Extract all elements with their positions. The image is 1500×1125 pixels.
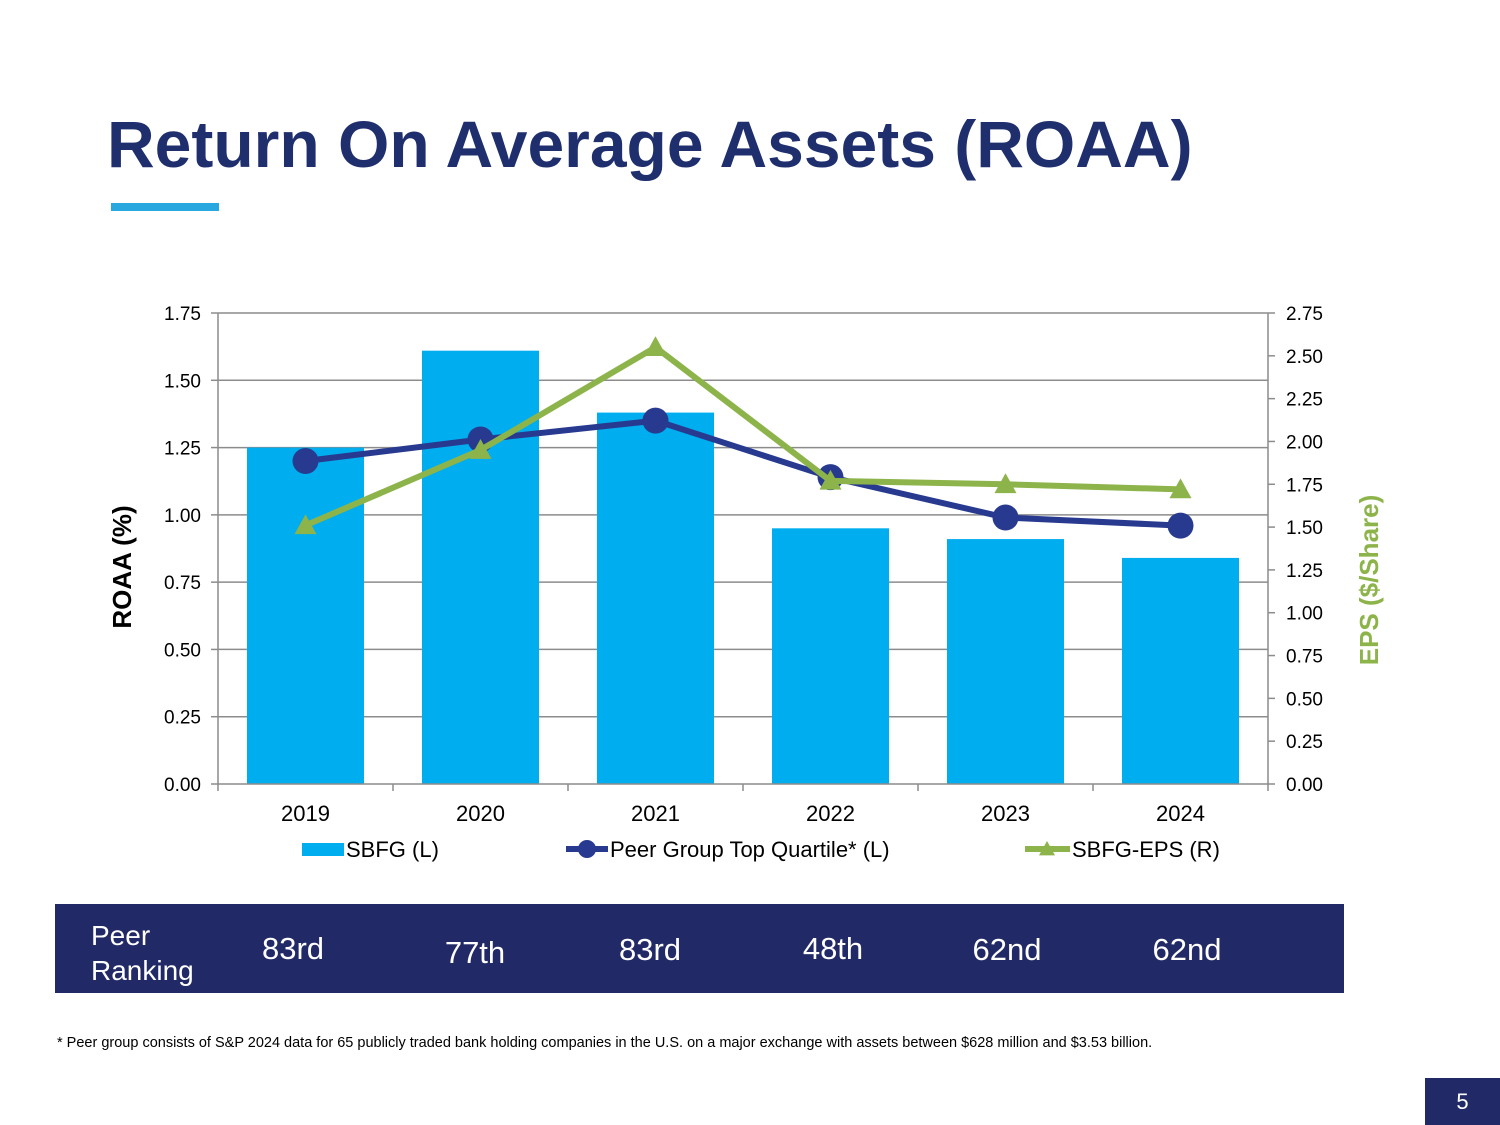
eps-point-2020 — [469, 439, 492, 459]
bar-2021 — [597, 412, 714, 784]
left-tick-label: 1.25 — [164, 439, 201, 460]
bar-2019 — [247, 447, 364, 784]
roaa-chart: 0.00 0.25 0.50 0.75 1.00 1.25 1.50 1.75 0.00 0.25… — [107, 304, 1384, 862]
right-tick-label: 0.50 — [1286, 689, 1323, 710]
eps-point-2024 — [1169, 478, 1192, 499]
page-title: Return On Average Assets (ROAA) — [107, 107, 1193, 181]
right-axis-title: EPS ($/Share) — [1354, 495, 1384, 666]
legend-label-peer: Peer Group Top Quartile* (L) — [610, 837, 890, 862]
left-axis-title: ROAA (%) — [107, 505, 137, 628]
page-number: 5 — [1425, 1078, 1500, 1125]
bar-2022 — [772, 528, 889, 784]
right-tick-label: 1.00 — [1286, 604, 1323, 625]
right-tick-label: 2.50 — [1286, 347, 1323, 368]
right-tick-label: 2.25 — [1286, 390, 1323, 411]
legend-swatch-sbfg — [302, 843, 344, 856]
peer-line — [305, 417, 1181, 529]
ranking-2023: 62nd — [972, 932, 1042, 967]
right-tick-label: 1.50 — [1286, 518, 1323, 539]
eps-line — [304, 344, 1181, 529]
ranking-2021: 83rd — [618, 932, 682, 967]
right-tick-label: 0.75 — [1286, 647, 1323, 668]
x-tick-label: 2024 — [1156, 801, 1205, 826]
title-underline — [111, 203, 219, 211]
left-tick-label: 1.75 — [164, 304, 201, 325]
legend-label-eps: SBFG-EPS (R) — [1072, 837, 1220, 862]
left-tick-label: 0.25 — [164, 708, 201, 729]
x-tick-label: 2019 — [281, 801, 330, 826]
x-tick-label: 2023 — [981, 801, 1030, 826]
left-tick-label: 1.50 — [164, 371, 201, 392]
left-tick-label: 1.00 — [164, 506, 201, 527]
x-tick-label: 2020 — [456, 801, 505, 826]
footnote: * Peer group consists of S&P 2024 data f… — [57, 1035, 1153, 1051]
peer-ranking-label: Peer Ranking — [91, 920, 194, 986]
right-tick-label: 1.25 — [1286, 561, 1323, 582]
x-tick-label: 2021 — [631, 801, 680, 826]
peer-point-2019 — [292, 448, 319, 475]
left-tick-label: 0.75 — [164, 573, 201, 594]
peer-ranking-band: Peer Ranking 83rd 77th 83rd 48th 62nd 62… — [55, 904, 1344, 993]
bar-2023 — [947, 539, 1064, 784]
bar-2024 — [1122, 557, 1239, 784]
eps-point-2023 — [994, 473, 1017, 494]
legend-swatch-peer-marker — [578, 840, 596, 858]
right-tick-label: 2.75 — [1286, 304, 1323, 325]
peer-point-2021 — [642, 407, 669, 434]
peer-point-2024 — [1167, 512, 1194, 539]
eps-point-2019 — [294, 514, 317, 535]
ranking-2022: 48th — [802, 931, 864, 966]
bar-2020 — [422, 350, 539, 784]
right-tick-label: 2.00 — [1286, 432, 1323, 453]
right-tick-label: 1.75 — [1286, 475, 1323, 496]
ranking-2020: 77th — [444, 935, 506, 970]
legend-swatch-eps-marker — [1039, 841, 1055, 856]
legend-label-sbfg: SBFG (L) — [346, 837, 439, 862]
eps-point-2021 — [644, 336, 667, 357]
peer-point-2023 — [992, 504, 1019, 531]
ranking-2019: 83rd — [261, 931, 325, 966]
eps-point-2022 — [819, 469, 842, 490]
ranking-2024: 62nd — [1152, 932, 1222, 967]
x-tick-label: 2022 — [806, 801, 855, 826]
right-tick-label: 0.25 — [1286, 732, 1323, 753]
left-tick-label: 0.50 — [164, 640, 201, 661]
left-tick-label: 0.00 — [164, 775, 201, 796]
right-tick-label: 0.00 — [1286, 775, 1323, 796]
